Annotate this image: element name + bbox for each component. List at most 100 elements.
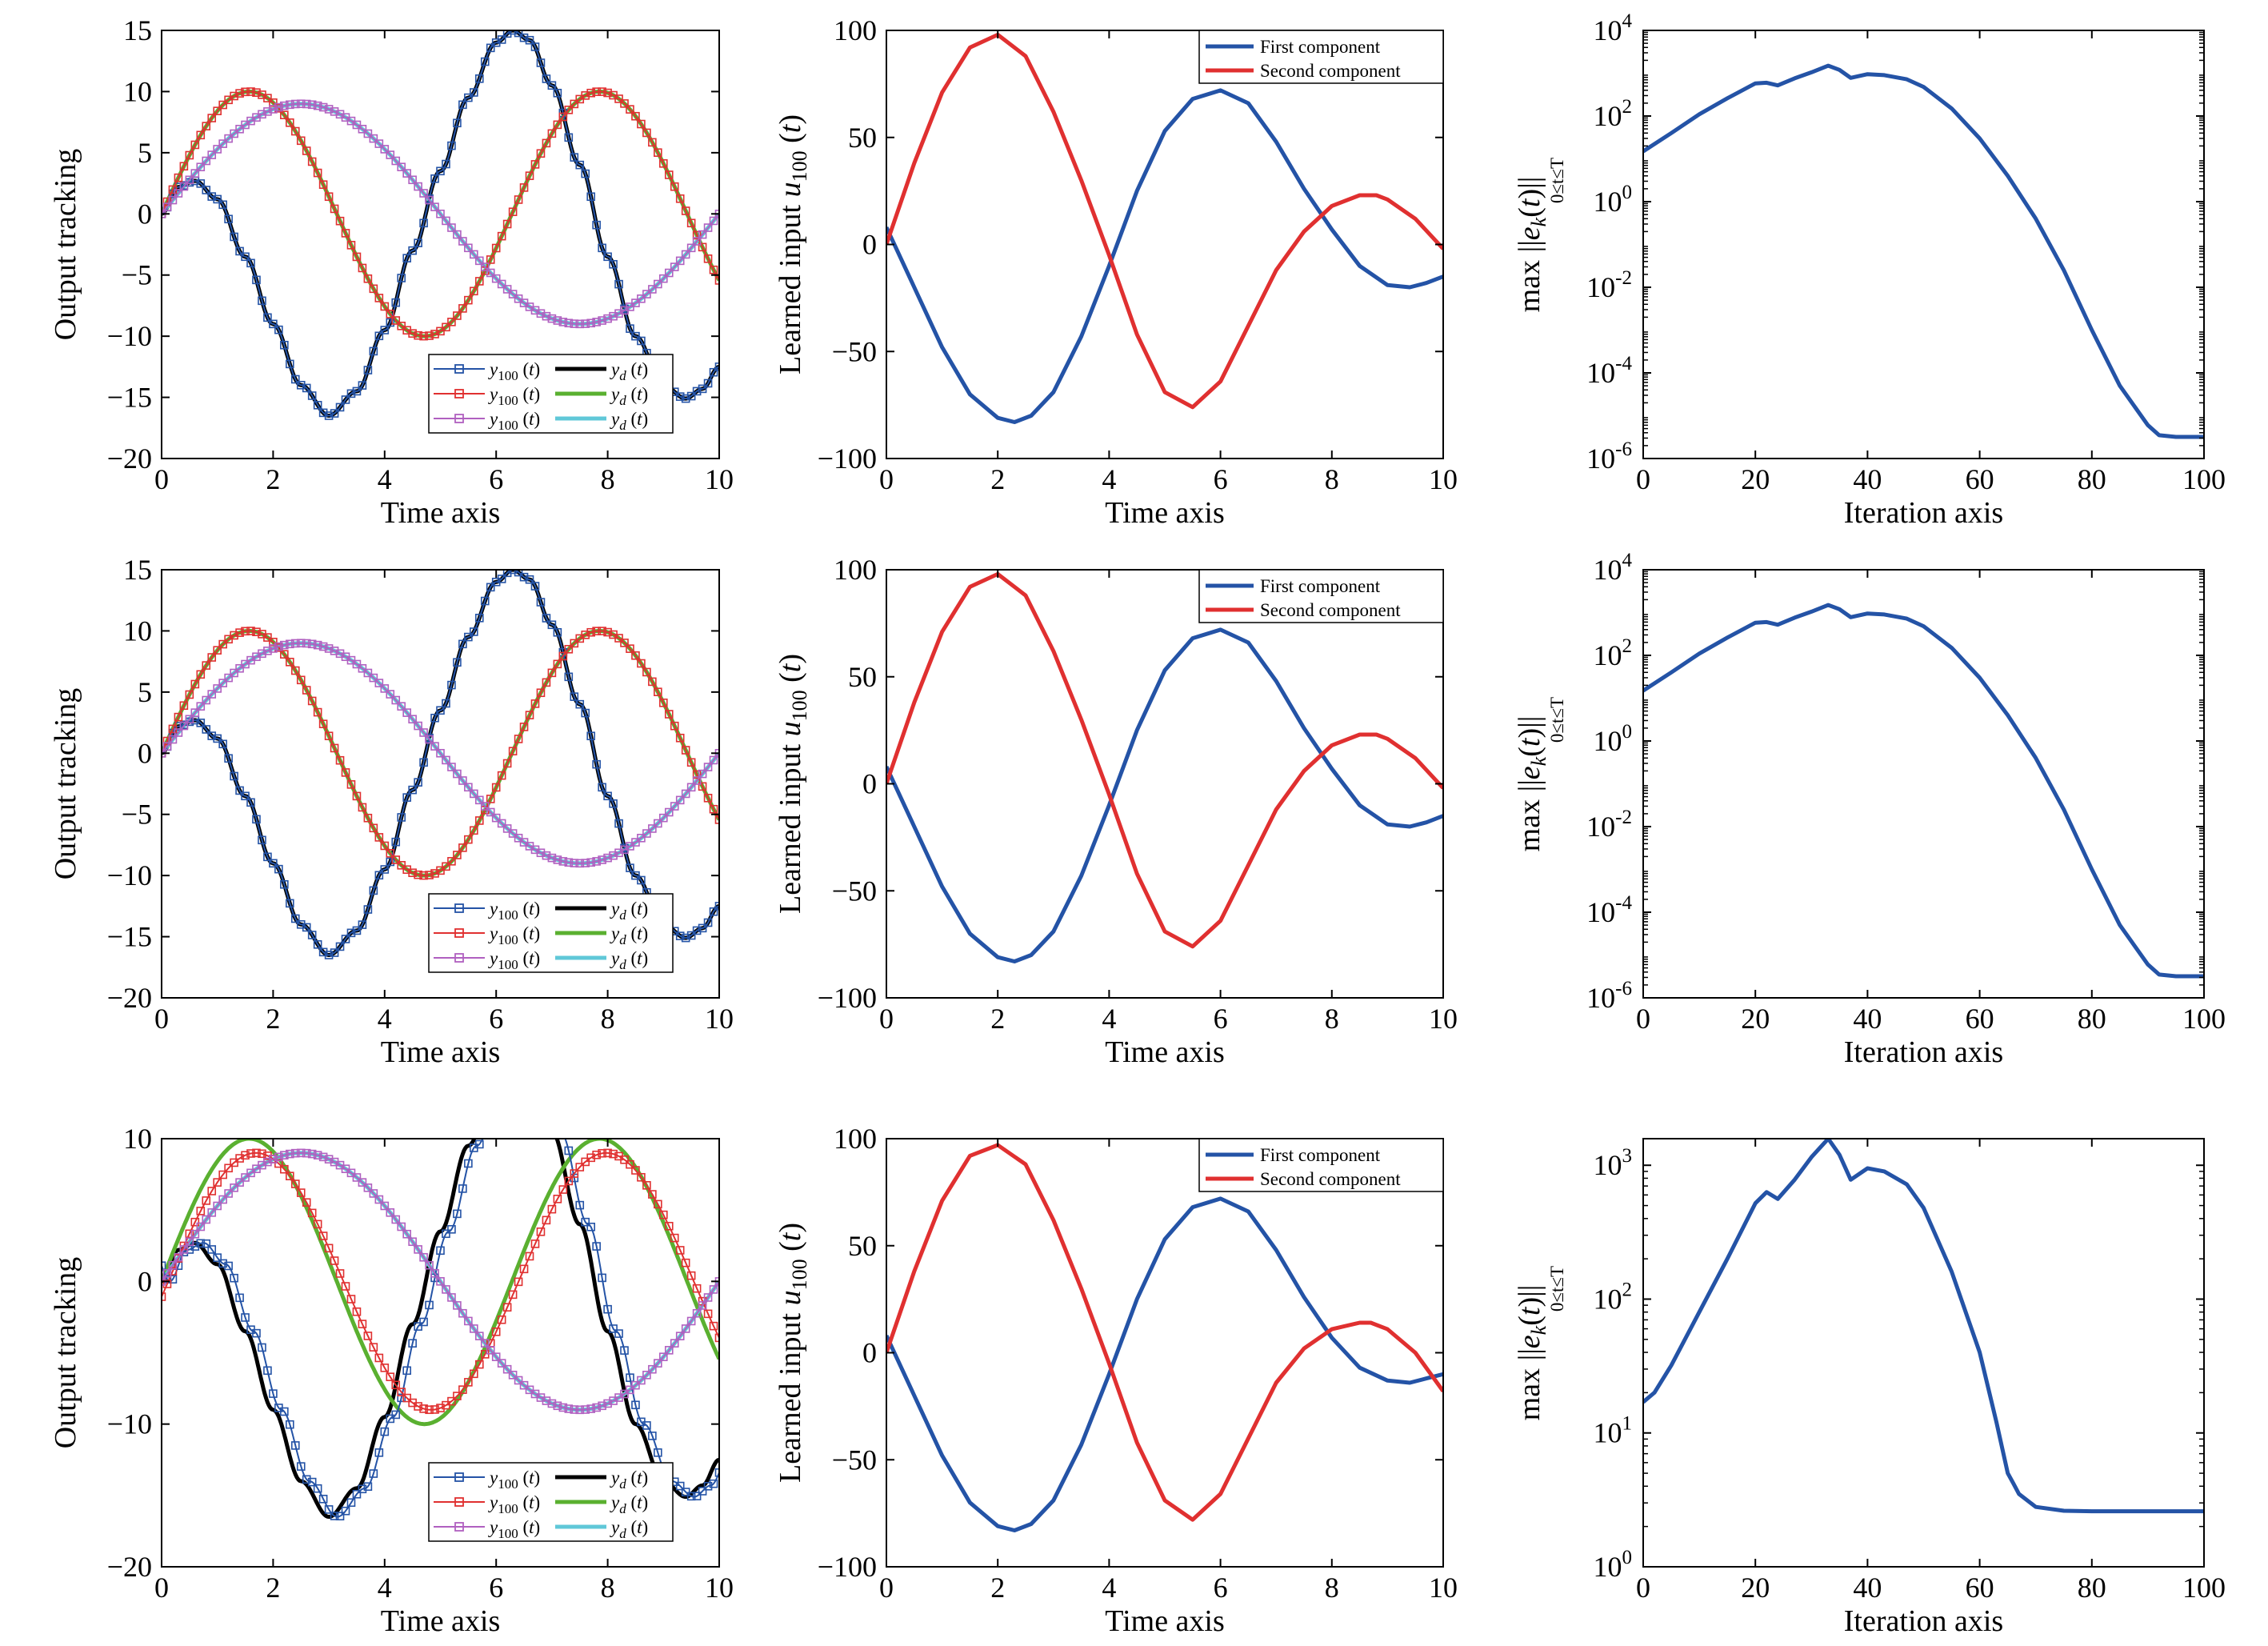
data-point (230, 1273, 238, 1283)
data-point (675, 1246, 685, 1255)
data-point (202, 661, 211, 670)
data-point (681, 746, 690, 755)
data-point (290, 99, 300, 109)
x-tick-label: 8 (601, 1003, 615, 1035)
data-point (224, 1163, 233, 1173)
data-point (324, 1505, 334, 1514)
data-point (425, 871, 434, 879)
data-point (307, 157, 317, 166)
data-point (637, 119, 646, 129)
data-point (252, 627, 261, 637)
data-point (252, 1148, 261, 1158)
x-tick-label: 8 (1325, 1003, 1339, 1035)
data-point (330, 1256, 339, 1265)
data-point (402, 708, 411, 717)
data-point (269, 1155, 278, 1163)
legend-entry: y100 (t) (488, 948, 540, 972)
series-markers-5 (162, 1148, 719, 1415)
legend: y100 (t) yd (t) y100 (t) yd (t) y100 (t) yd (… (428, 893, 674, 973)
data-point (581, 91, 590, 100)
data-point (414, 182, 422, 191)
plot-area (886, 571, 1443, 963)
legend-marker (454, 1472, 464, 1482)
data-point (548, 1111, 555, 1119)
data-point (196, 1222, 206, 1231)
data-point (280, 640, 289, 650)
data-point (526, 1069, 534, 1076)
data-point (474, 1139, 484, 1149)
data-point (246, 87, 255, 96)
data-point (352, 386, 362, 396)
data-point (642, 1371, 651, 1380)
data-point (246, 258, 255, 268)
data-point (386, 849, 395, 858)
y-tick-label: −100 (818, 1551, 877, 1583)
y-tick-label: 15 (123, 554, 152, 586)
data-point (436, 209, 445, 218)
data-point (296, 380, 306, 390)
data-point (486, 43, 495, 53)
data-point (307, 100, 317, 110)
data-point (664, 1221, 674, 1231)
data-point (307, 696, 317, 706)
data-point (430, 1268, 439, 1278)
axes-frame (1642, 1138, 2205, 1568)
data-point (497, 1315, 506, 1324)
legend-entry: yd (t) (610, 384, 648, 408)
data-point (670, 262, 679, 271)
x-tick-label: 80 (2078, 1003, 2106, 1035)
data-point (603, 853, 612, 863)
x-tick-label: 60 (1966, 1003, 1994, 1035)
data-point (603, 252, 612, 262)
data-point (341, 1282, 350, 1291)
data-point (419, 1404, 428, 1413)
data-point (269, 1389, 278, 1398)
data-point (318, 642, 328, 651)
data-point (313, 101, 322, 110)
data-point (681, 250, 690, 259)
data-point (346, 1498, 356, 1508)
data-point (570, 1169, 579, 1178)
data-point (609, 799, 618, 808)
x-axis-label: Time axis (381, 1035, 501, 1069)
data-point (280, 1151, 289, 1159)
data-point (213, 1201, 222, 1211)
data-point (592, 1150, 601, 1159)
y-tick-label: 50 (848, 1230, 877, 1262)
data-point (458, 237, 467, 246)
data-point (614, 634, 623, 643)
data-point (190, 679, 200, 689)
data-point (263, 1366, 272, 1376)
data-point (286, 1171, 294, 1181)
data-point (341, 768, 350, 777)
data-point (330, 948, 339, 957)
chart-panel-8: 0 2 4 6 8 10 −100 −50 0 50 100 Time axis Learned inp… (774, 1123, 1458, 1638)
legend-box (1198, 1138, 1444, 1192)
y-axis-label: Learned input u100 (t) (774, 654, 811, 914)
data-point (218, 679, 227, 687)
y-axis-label: Learned input u100 (t) (774, 1223, 811, 1483)
data-point (324, 731, 334, 741)
x-tick-label: 4 (378, 1572, 392, 1604)
data-point (447, 141, 456, 150)
data-point (703, 1482, 713, 1491)
data-point (430, 202, 439, 211)
data-point (675, 733, 685, 743)
data-point (698, 1487, 707, 1496)
data-point (474, 614, 484, 623)
data-point (487, 1110, 494, 1117)
data-point (290, 374, 300, 384)
plot-area (886, 1143, 1443, 1532)
data-point (581, 631, 590, 639)
data-point (442, 322, 450, 332)
data-point (369, 1469, 378, 1478)
data-point (592, 318, 601, 326)
plot-area (1643, 63, 2204, 439)
data-point (324, 1244, 334, 1253)
data-point (419, 331, 428, 341)
data-point (330, 743, 339, 753)
legend-entry: yd (t) (610, 1468, 648, 1492)
data-point (302, 686, 311, 695)
data-point (397, 162, 406, 172)
data-point (196, 670, 206, 679)
